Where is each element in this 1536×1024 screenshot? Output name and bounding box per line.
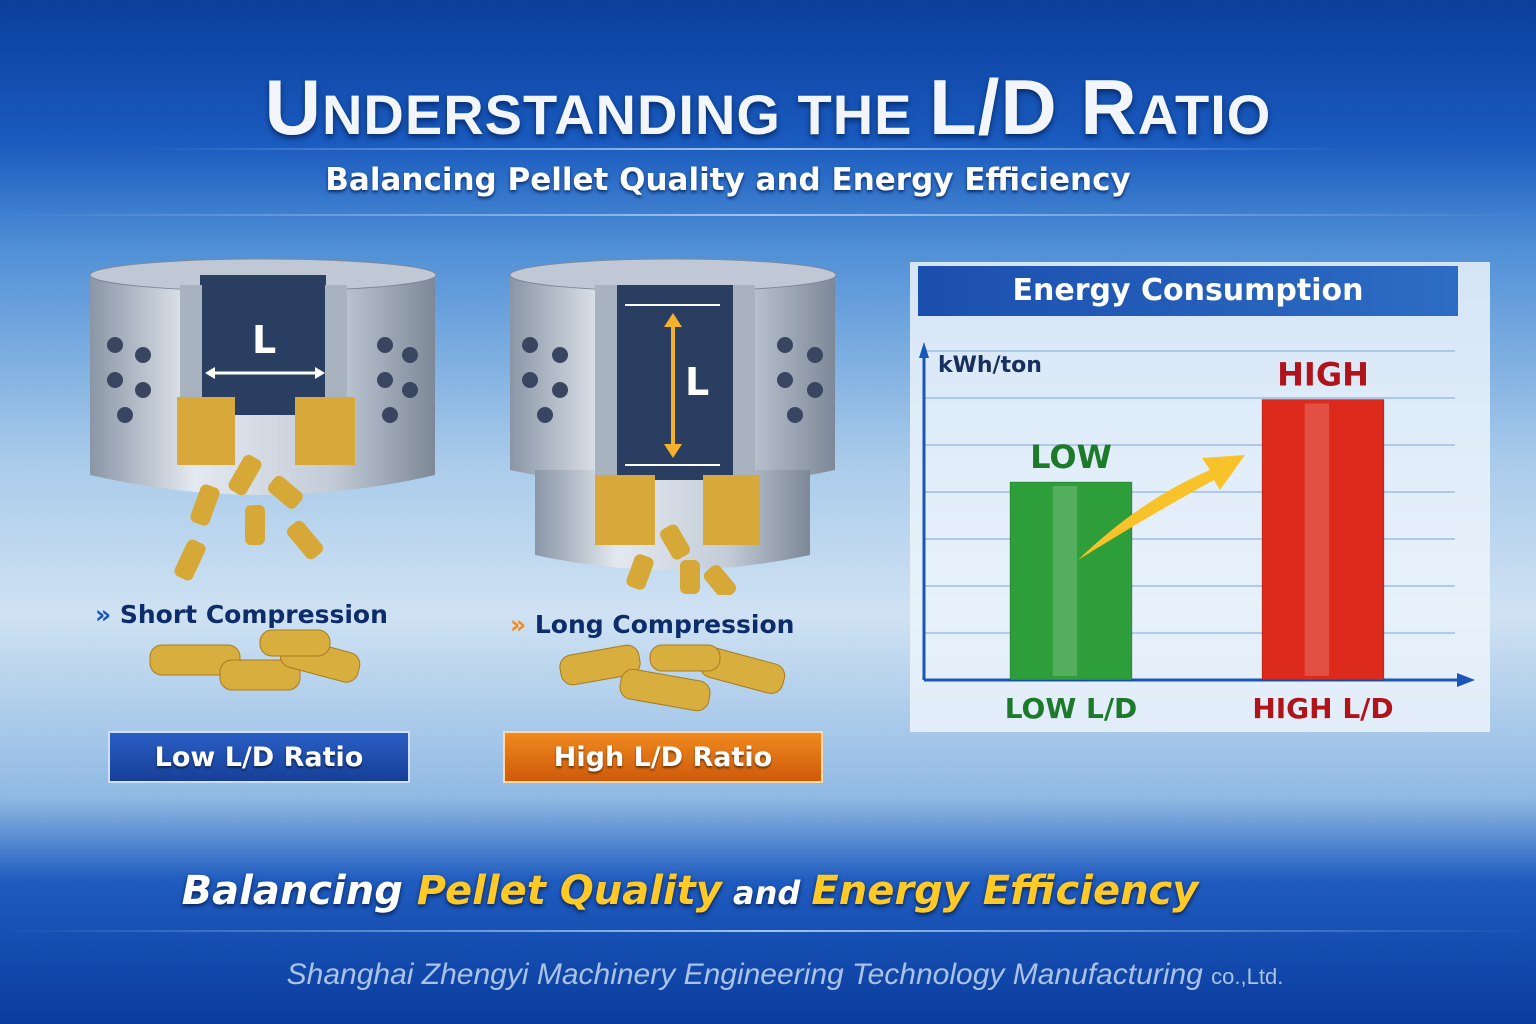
high-ld-ratio-label: High L/D Ratio [503, 731, 823, 783]
bar-low-l-d [1009, 481, 1133, 681]
title-part: L/D R [929, 63, 1138, 151]
x-tick-label: LOW L/D [1005, 692, 1138, 725]
title-part: ATIO [1137, 83, 1272, 146]
title-part: U [264, 63, 322, 151]
subtitle: Balancing Pellet Quality and Energy Effi… [325, 162, 1131, 198]
caption-text: Long Compression [534, 610, 795, 639]
length-label: L [252, 318, 277, 362]
chart-title: Energy Consumption [918, 266, 1458, 316]
pellet-pile-icon [559, 644, 786, 712]
tagline-part: and [721, 874, 812, 912]
company-name: Shanghai Zhengyi Machinery Engineering T… [286, 958, 1212, 991]
pellet-pile-icon [149, 629, 361, 691]
company-suffix: co.,Ltd. [1211, 964, 1284, 989]
x-axis-arrow-icon [1457, 673, 1475, 687]
y-axis-label: kWh/ton [938, 353, 1042, 378]
y-axis-arrow-icon [919, 342, 929, 358]
data-label: HIGH [1277, 356, 1369, 394]
company-footer: Shanghai Zhengyi Machinery Engineering T… [0, 958, 1536, 992]
title-part: NDERSTANDING [321, 83, 798, 146]
short-compression-caption: » Short Compression [95, 600, 388, 629]
page-title: UNDERSTANDING THE L/D RATIO [0, 62, 1536, 153]
double-chevron-icon: » [510, 610, 527, 639]
low-ld-ratio-label: Low L/D Ratio [108, 731, 410, 783]
high-ld-die-illustration [509, 258, 837, 595]
energy-bar-chart: kWh/ton LOW LOW L/D HIGH HIGH L/D [919, 342, 1475, 725]
bar-highlight [1052, 486, 1078, 676]
data-label: LOW [1030, 438, 1112, 476]
caption-text: Short Compression [119, 600, 388, 629]
bar-highlight [1304, 403, 1330, 676]
length-label: L [685, 360, 710, 404]
tagline-part: Pellet Quality [416, 868, 722, 914]
bar-high-l-d [1261, 399, 1385, 681]
tagline: Balancing Pellet Quality and Energy Effi… [0, 868, 1380, 914]
increase-arrow-icon [1078, 455, 1245, 560]
x-tick-label: HIGH L/D [1252, 692, 1393, 725]
footer-divider [0, 930, 1536, 932]
tagline-part: Balancing [181, 868, 417, 914]
subtitle-divider [0, 214, 1536, 216]
energy-chart-panel [910, 262, 1490, 732]
low-ld-die-illustration [89, 258, 437, 581]
long-compression-caption: » Long Compression [510, 610, 794, 639]
title-part: THE [797, 83, 930, 146]
double-chevron-icon: » [95, 600, 112, 629]
title-divider [150, 148, 1350, 150]
tagline-part: Energy Efficiency [811, 868, 1199, 914]
